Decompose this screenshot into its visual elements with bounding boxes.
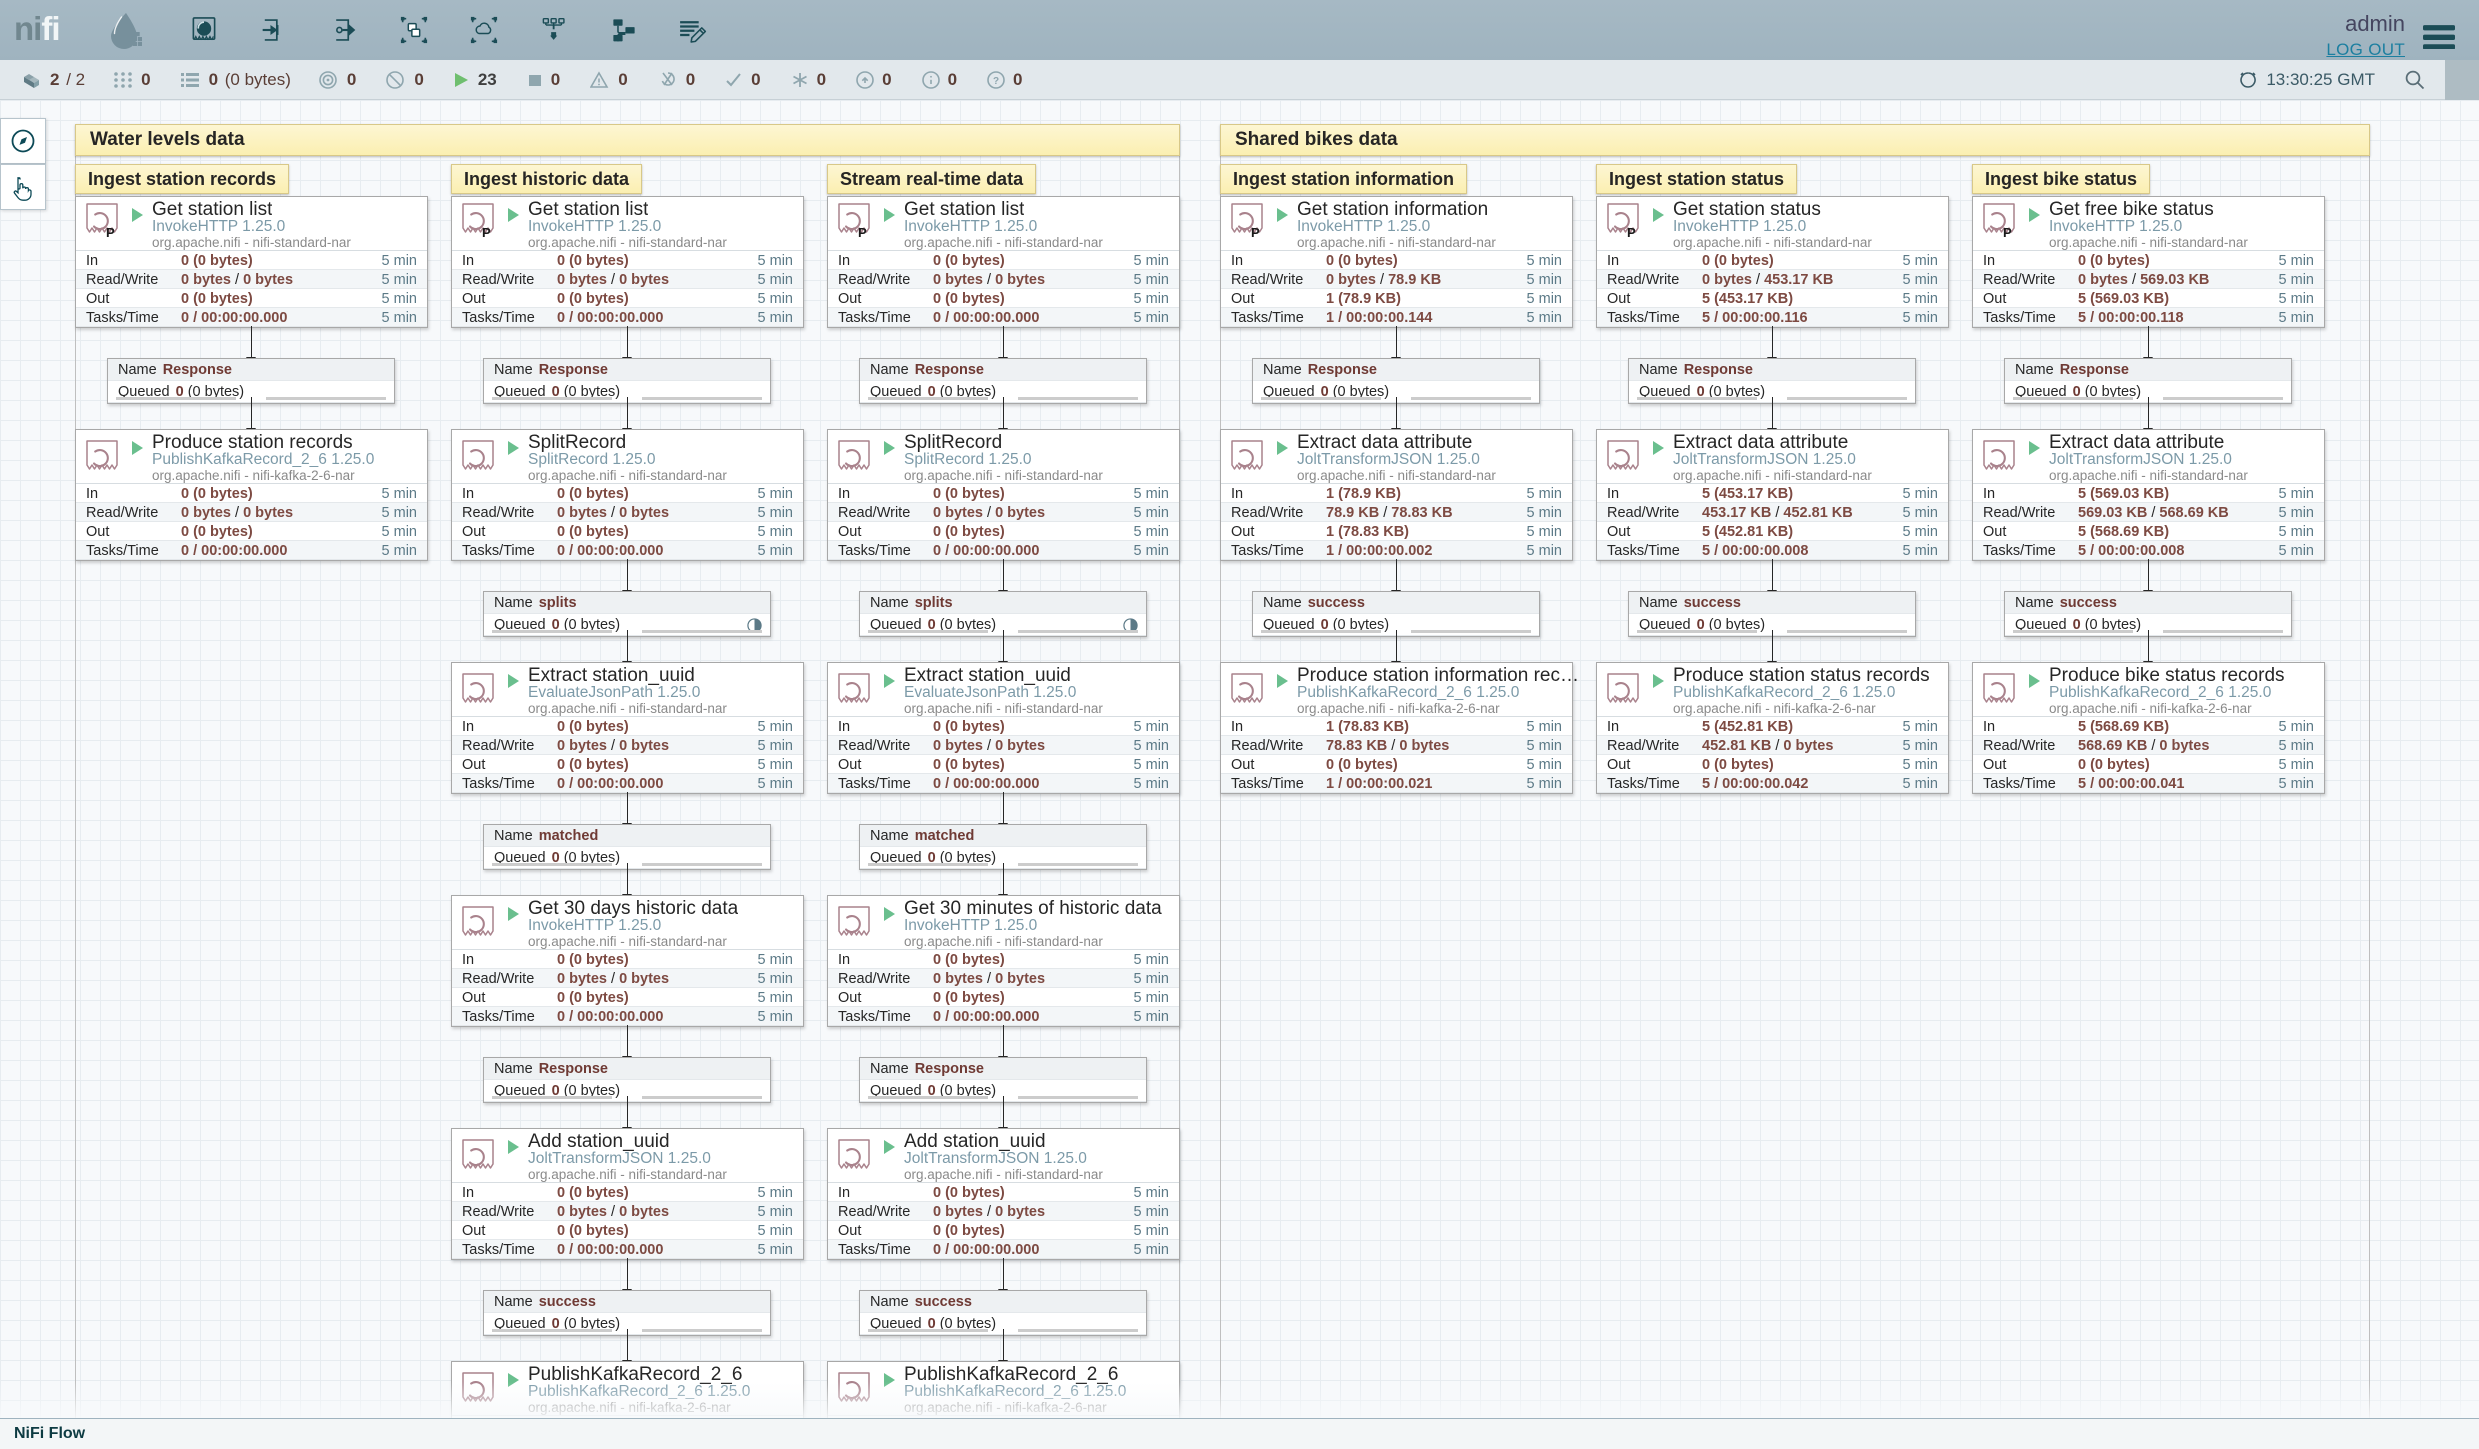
svg-text:nifi: nifi [14, 10, 60, 47]
svg-text:P: P [1251, 225, 1260, 240]
svg-text:P: P [106, 225, 115, 240]
svg-text:?: ? [993, 76, 999, 87]
svg-text:P: P [858, 225, 867, 240]
svg-text:P: P [2003, 225, 2012, 240]
svg-text:P: P [482, 225, 491, 240]
svg-text:P: P [1627, 225, 1636, 240]
